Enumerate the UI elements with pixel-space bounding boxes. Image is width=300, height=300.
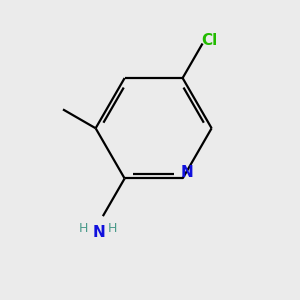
Text: N: N bbox=[181, 165, 193, 180]
Text: H: H bbox=[79, 222, 88, 235]
Text: H: H bbox=[108, 222, 117, 235]
Text: Cl: Cl bbox=[202, 33, 218, 48]
Text: N: N bbox=[93, 225, 106, 240]
